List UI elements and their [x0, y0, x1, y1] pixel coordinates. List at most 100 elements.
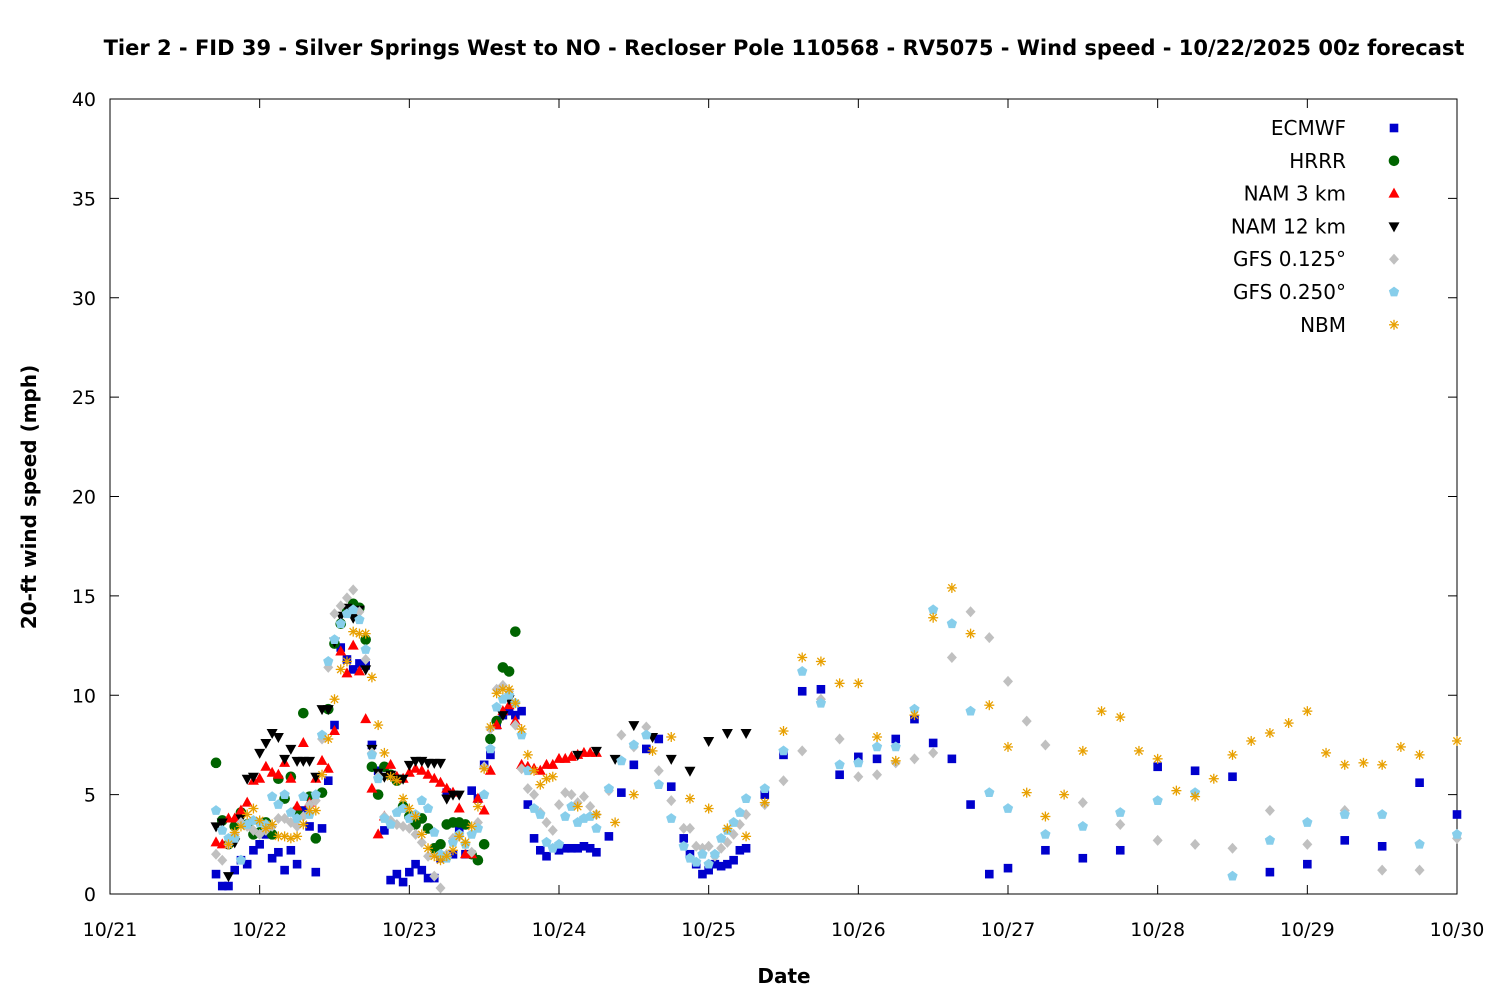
data-point-nbm: [522, 749, 533, 760]
data-point-gfs-0-250: [728, 817, 739, 827]
legend-marker-nbm: [1389, 319, 1399, 330]
data-point-nbm: [946, 582, 957, 593]
data-point-nbm: [1208, 773, 1219, 784]
data-point-ecmwf: [573, 843, 583, 853]
data-point-gfs-0-250: [928, 604, 939, 615]
data-point-gfs-0-250: [759, 783, 770, 794]
data-point-ecmwf: [617, 788, 626, 797]
data-point-nbm: [1227, 749, 1238, 760]
x-tick-label: 10/30: [1430, 919, 1485, 941]
data-point-nbm: [454, 831, 465, 842]
data-point-nbm: [229, 827, 240, 838]
data-point-gfs-0-250: [479, 789, 490, 799]
data-point-nam-12-km: [628, 721, 640, 732]
data-point-nbm: [267, 819, 278, 830]
data-point-nam-3-km: [272, 768, 284, 779]
legend-marker-ecmwf: [1389, 123, 1399, 133]
data-point-gfs-0-250: [298, 791, 309, 801]
data-point-nbm: [341, 656, 352, 667]
data-point-gfs-0-250: [472, 823, 484, 833]
data-point-ecmwf: [405, 867, 414, 877]
data-point-gfs-0-250: [691, 856, 702, 867]
data-point-ecmwf: [1078, 853, 1088, 863]
data-point-nbm: [890, 755, 901, 766]
data-point-gfs-0-250: [1040, 828, 1051, 839]
data-point-nam-12-km: [703, 736, 715, 747]
data-point-ecmwf: [585, 843, 595, 853]
data-point-gfs-0-125: [641, 721, 652, 733]
data-point-nbm: [1190, 791, 1201, 802]
data-point-ecmwf: [380, 826, 389, 835]
data-point-nam-12-km: [304, 756, 316, 767]
legend-label-ecmwf: ECMWF: [1271, 116, 1346, 140]
data-point-gfs-0-250: [385, 819, 396, 829]
data-point-gfs-0-250: [310, 789, 321, 799]
data-point-nam-3-km: [547, 758, 559, 769]
data-point-gfs-0-250: [285, 807, 296, 817]
data-point-gfs-0-125: [360, 653, 371, 665]
data-point-nam-12-km: [222, 872, 234, 883]
data-point-nam-3-km: [441, 782, 453, 793]
data-point-nbm: [398, 793, 409, 804]
data-point-gfs-0-125: [1190, 838, 1201, 850]
data-point-gfs-0-250: [210, 805, 222, 815]
data-point-nam-12-km: [665, 754, 677, 765]
x-tick-label: 10/26: [831, 919, 886, 941]
data-point-gfs-0-125: [566, 789, 577, 801]
data-point-nbm: [572, 801, 583, 812]
data-point-ecmwf: [305, 822, 314, 831]
data-point-nam-3-km: [291, 800, 303, 811]
data-point-ecmwf: [554, 845, 564, 855]
data-point-gfs-0-125: [466, 846, 477, 858]
legend-label-hrrr: HRRR: [1289, 149, 1346, 173]
data-point-nbm: [722, 823, 733, 834]
data-point-gfs-0-250: [734, 807, 745, 817]
data-point-gfs-0-125: [510, 719, 521, 731]
data-point-nam-3-km: [534, 764, 546, 775]
data-point-nam-3-km: [210, 836, 222, 847]
data-point-ecmwf: [741, 843, 751, 853]
data-point-ecmwf: [267, 853, 277, 863]
data-point-nam-3-km: [260, 760, 272, 771]
legend-marker-hrrr: [1388, 155, 1400, 167]
data-point-nam-12-km: [497, 711, 509, 722]
x-tick-label: 10/23: [382, 919, 437, 941]
data-point-gfs-0-125: [429, 870, 440, 882]
data-point-ecmwf: [1153, 762, 1162, 772]
data-point-gfs-0-250: [1077, 821, 1088, 831]
data-point-gfs-0-250: [1339, 809, 1350, 819]
data-point-nbm: [385, 771, 396, 782]
data-point-ecmwf: [1303, 859, 1312, 869]
data-point-nam-12-km: [272, 732, 284, 743]
data-point-nam-12-km: [453, 790, 465, 801]
data-point-nbm: [703, 803, 714, 814]
data-point-gfs-0-125: [984, 632, 995, 644]
data-point-nbm: [610, 817, 621, 828]
data-point-nbm: [1302, 706, 1313, 717]
data-point-ecmwf: [398, 877, 408, 887]
data-point-ecmwf: [1041, 845, 1050, 855]
data-point-gfs-0-250: [641, 729, 652, 740]
data-point-nbm: [310, 805, 321, 816]
data-point-nbm: [441, 851, 452, 862]
data-point-ecmwf: [1265, 867, 1275, 877]
data-point-gfs-0-250: [553, 838, 565, 849]
data-point-gfs-0-250: [535, 809, 546, 819]
data-point-nam-3-km: [428, 772, 440, 783]
data-point-nam-12-km: [322, 705, 334, 716]
y-tick-label: 20: [72, 487, 96, 509]
data-point-gfs-0-250: [560, 811, 571, 821]
data-point-gfs-0-250: [678, 840, 689, 851]
data-point-gfs-0-250: [778, 745, 789, 756]
data-point-gfs-0-125: [703, 840, 714, 852]
data-point-gfs-0-250: [716, 832, 727, 843]
data-point-nbm: [797, 652, 808, 663]
legend-marker-nam-12-km: [1388, 222, 1400, 233]
data-point-gfs-0-125: [653, 765, 664, 777]
data-point-gfs-0-250: [1002, 803, 1014, 813]
legend: ECMWF HRRR NAM 3 km NAM 12 km GFS 0.125° GFS …: [1231, 116, 1400, 337]
data-point-nbm: [429, 851, 440, 862]
data-point-gfs-0-125: [1021, 715, 1032, 727]
y-tick-label: 35: [72, 188, 96, 210]
data-point-gfs-0-250: [740, 793, 752, 803]
